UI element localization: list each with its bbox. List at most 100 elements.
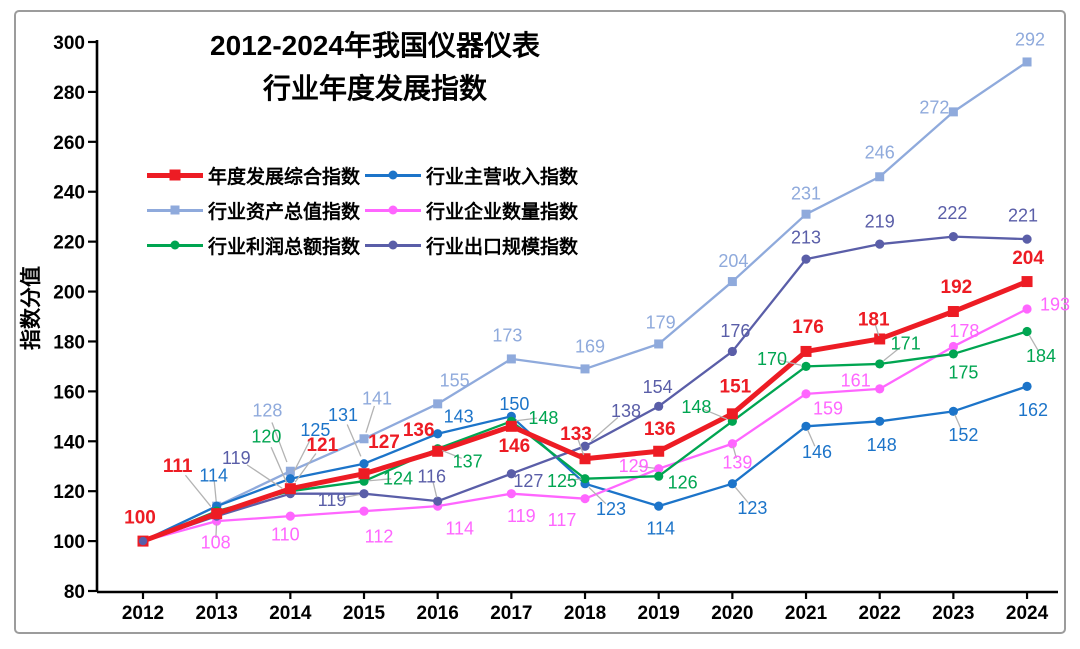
legend-label-enterprises: 行业企业数量指数 [426,201,579,223]
data-label-composite: 181 [858,309,890,330]
label-leader-profit [441,449,462,459]
series-marker-enterprises [1022,304,1032,314]
x-tick-label: 2012 [122,603,164,624]
series-marker-revenue [727,479,737,489]
series-marker-enterprises [359,506,369,516]
data-label-export: 213 [791,228,821,248]
data-label-profit: 125 [547,471,577,491]
y-tick-label: 100 [53,532,85,553]
data-label-composite: 121 [306,435,338,456]
label-leader-profit [369,478,392,482]
series-marker-export [654,401,664,411]
y-tick-label: 240 [53,183,85,204]
x-tick-label: 2016 [417,603,459,624]
data-label-export: 119 [318,490,347,510]
series-marker-assets [506,354,516,364]
series-marker-assets [948,107,958,117]
label-leader-profit [703,408,728,420]
data-label-assets: 231 [791,184,821,204]
series-marker-composite [800,345,812,357]
series-marker-export [801,254,811,264]
series-marker-export [948,232,958,242]
data-label-profit: 148 [528,408,558,428]
series-marker-export [506,469,516,479]
chart-title-line-2: 行业年度发展指数 [262,73,487,104]
label-leader-enterprises [215,524,218,538]
chart-title-line-1: 2012-2024年我国仪器仪表 [210,30,540,61]
data-label-revenue: 123 [596,499,626,519]
legend-label-assets: 行业资产总值指数 [208,201,361,223]
data-label-assets: 246 [865,142,895,162]
series-marker-enterprises [580,494,590,504]
series-marker-composite [579,453,591,465]
data-label-revenue: 123 [737,498,767,518]
series-marker-composite [874,333,886,345]
series-marker-profit [948,349,958,359]
label-leader-composite [294,453,317,483]
y-tick-label: 200 [53,283,85,304]
data-label-composite: 127 [368,432,400,453]
label-leader-composite [184,474,212,507]
data-label-enterprises: 110 [271,525,300,545]
label-leader-profit [883,346,901,362]
data-label-profit: 120 [251,427,281,447]
data-label-enterprises: 139 [722,452,752,472]
x-tick-label: 2023 [932,603,974,624]
data-label-enterprises: 119 [507,506,536,526]
y-tick-label: 80 [64,582,85,603]
legend-item-export: 行业出口规模指数 [365,232,578,259]
series-marker-export [580,441,590,451]
data-label-export: 222 [937,203,967,223]
series-marker-enterprises [875,384,885,394]
data-label-revenue: 148 [867,435,897,455]
series-marker-composite [505,420,517,432]
series-marker-composite [947,306,959,318]
label-leader-export [246,464,283,489]
data-label-assets: 173 [492,325,522,345]
series-marker-profit [801,361,811,372]
series-marker-composite [432,445,444,457]
series-marker-enterprises [506,489,516,499]
data-label-enterprises: 193 [1040,295,1070,315]
data-label-enterprises: 114 [445,519,474,539]
series-marker-enterprises [727,439,737,449]
legend-item-profit: 行业利润总额指数 [147,232,365,259]
label-leader-profit [778,359,802,366]
data-label-composite: 146 [498,436,530,457]
label-leader-export [338,493,360,500]
series-marker-assets [1022,57,1032,67]
data-label-composite: 133 [560,424,592,445]
series-marker-enterprises [948,341,958,352]
series-marker-assets [285,466,295,476]
series-marker-composite [726,408,738,420]
label-leader-composite [577,438,585,456]
x-tick-label: 2019 [638,603,680,624]
data-label-assets: 141 [362,388,392,408]
data-label-revenue: 146 [802,442,832,462]
label-leader-revenue [213,481,217,502]
label-leader-revenue [807,429,816,447]
legend-marker-enterprises [365,204,421,217]
x-tick-label: 2020 [711,603,753,624]
data-label-revenue: 152 [948,425,978,445]
data-label-profit: 175 [948,362,978,382]
data-label-profit: 170 [757,349,787,369]
series-marker-profit [1022,326,1032,337]
series-marker-composite [358,468,370,480]
label-leader-revenue [346,424,362,457]
series-marker-assets [801,209,811,219]
legend-item-enterprises: 行业企业数量指数 [365,197,578,224]
series-marker-export [1022,234,1032,244]
data-label-assets: 155 [440,370,470,390]
x-tick-label: 2024 [1006,603,1049,624]
chart-title: 2012-2024年我国仪器仪表 行业年度发展指数 [140,24,610,110]
data-label-revenue: 143 [444,406,474,426]
data-label-revenue: 162 [1018,400,1048,420]
data-label-composite: 151 [720,376,752,397]
data-label-composite: 136 [644,419,676,440]
data-label-export: 138 [611,401,641,421]
data-label-profit: 171 [891,333,921,353]
data-label-revenue: 114 [646,519,675,539]
series-marker-revenue [801,421,811,431]
